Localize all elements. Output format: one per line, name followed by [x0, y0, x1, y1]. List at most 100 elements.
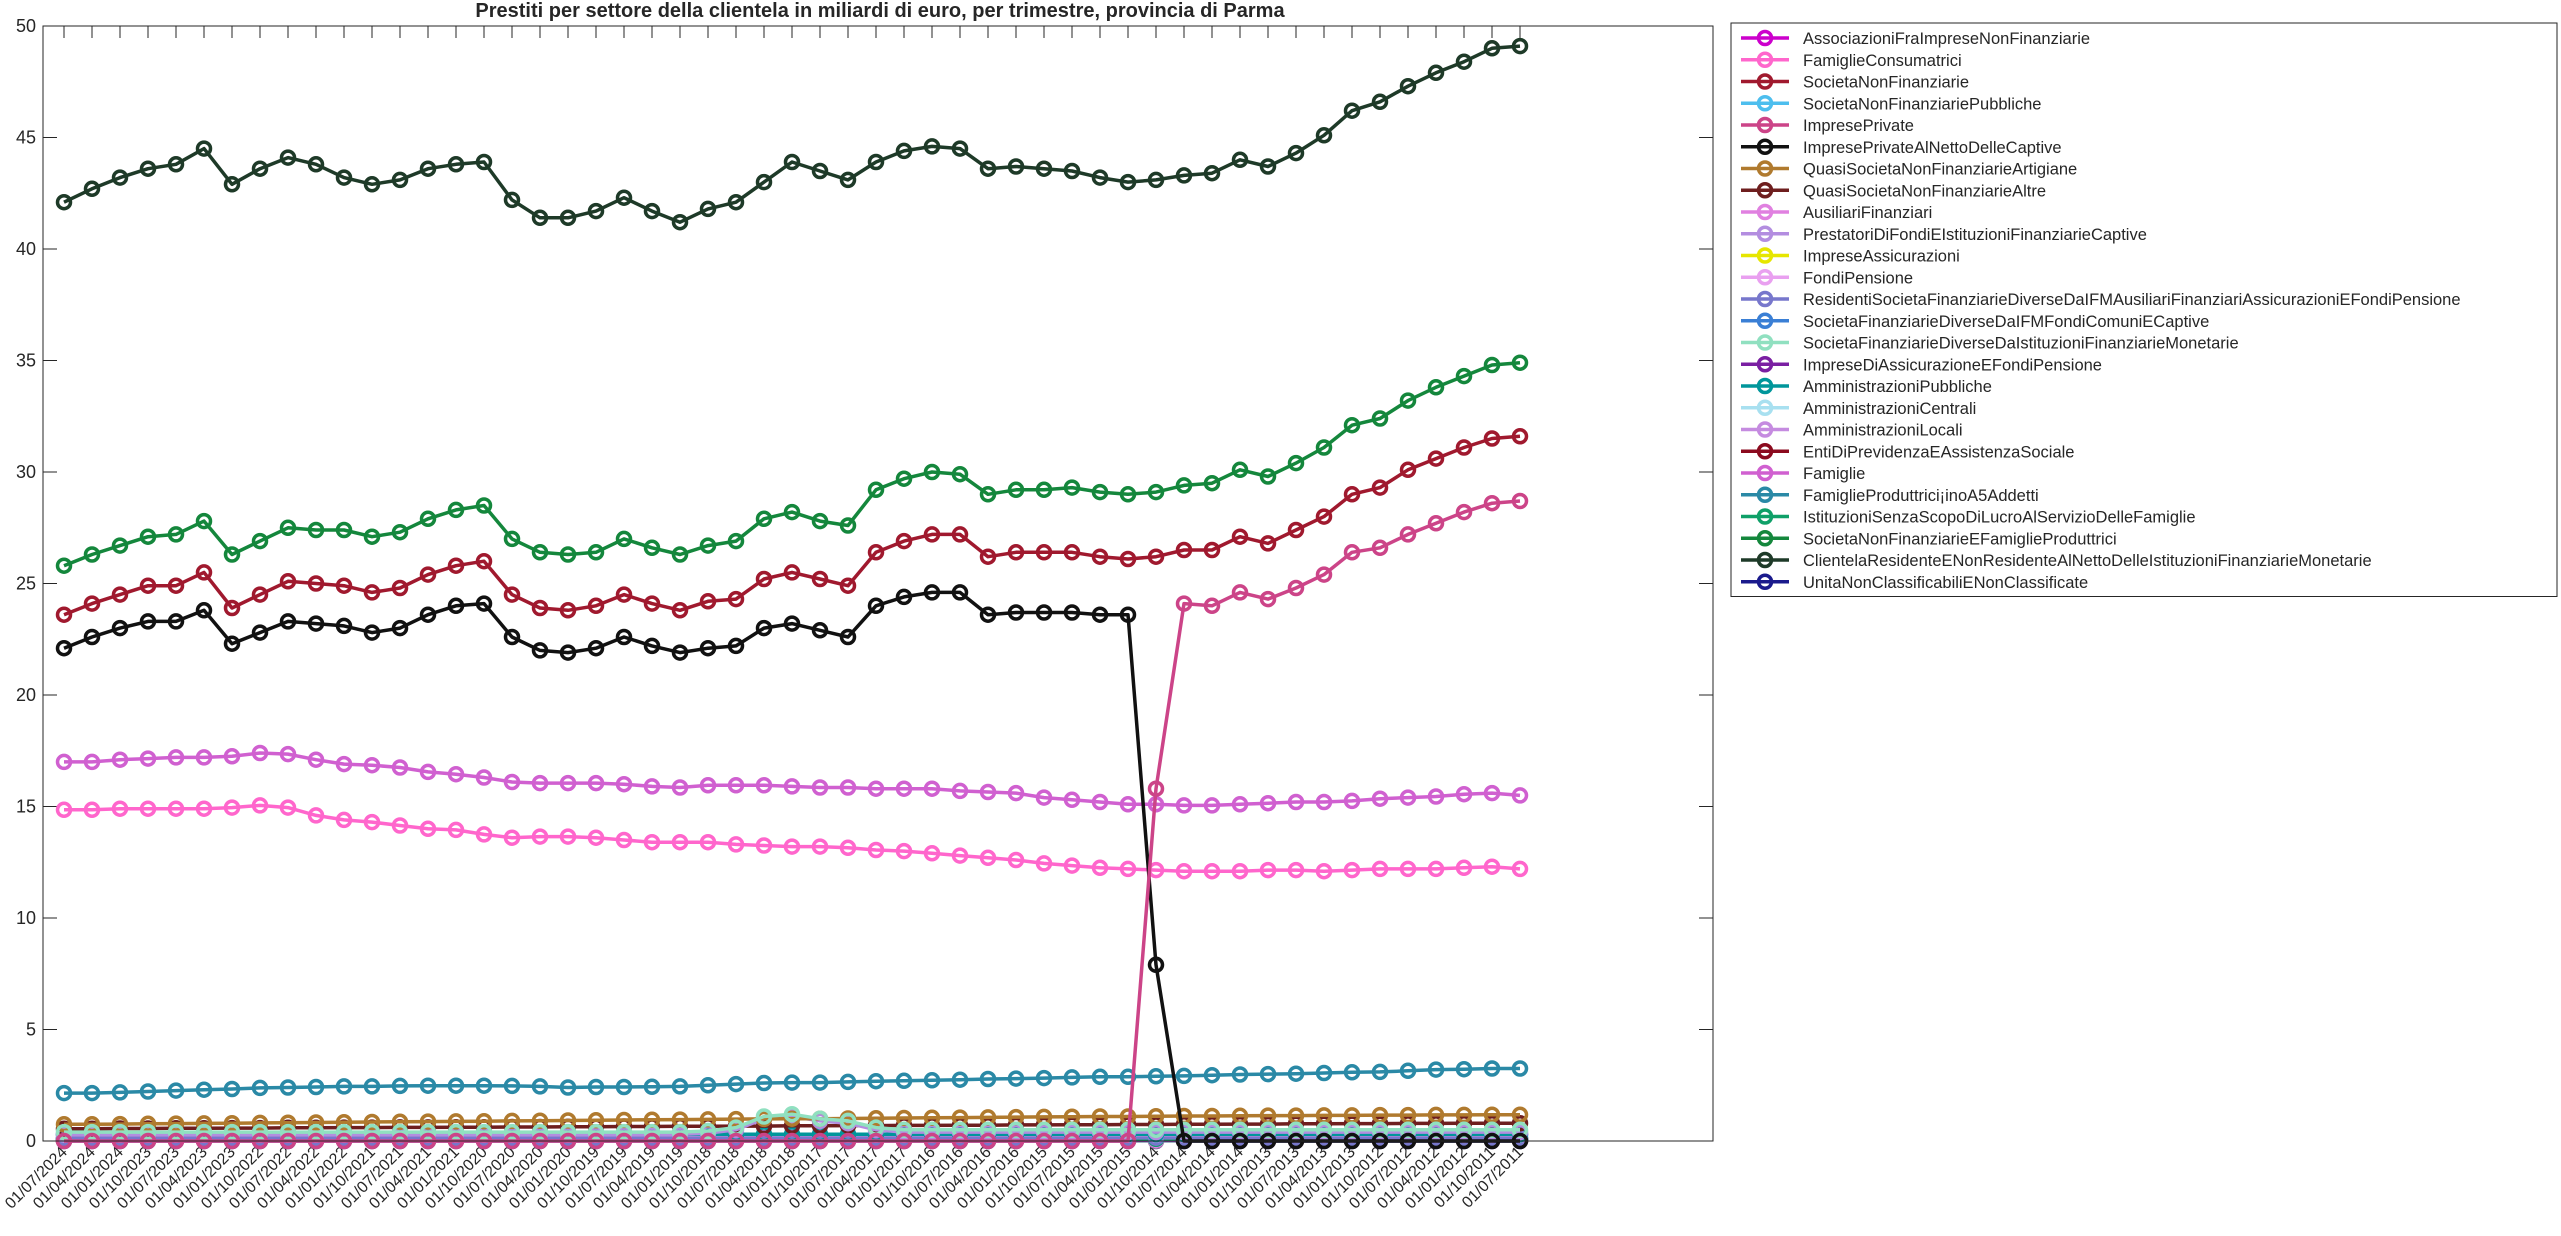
data-point — [223, 1080, 241, 1098]
data-point — [979, 606, 997, 623]
data-point — [1483, 784, 1501, 802]
legend-entry: FamiglieConsumatrici — [1741, 51, 1962, 70]
data-point — [783, 503, 801, 521]
data-point — [699, 639, 717, 657]
data-point — [279, 519, 297, 537]
data-point — [1007, 158, 1025, 175]
series-Famiglie — [55, 744, 1529, 814]
data-point — [1063, 1121, 1081, 1139]
data-point — [391, 1077, 409, 1095]
data-point — [1287, 579, 1305, 597]
data-point — [531, 828, 549, 845]
legend-marker-swatch — [1756, 551, 1774, 569]
data-point — [55, 557, 73, 574]
data-point — [1399, 860, 1417, 878]
data-point — [251, 624, 269, 641]
data-point — [811, 570, 829, 588]
data-point — [699, 593, 717, 610]
data-point — [895, 1072, 913, 1090]
data-point — [1119, 486, 1137, 503]
data-point — [1427, 64, 1445, 82]
legend-entry: UnitaNonClassificabiliENonClassificate — [1741, 573, 2088, 592]
data-point — [391, 759, 409, 776]
data-point — [447, 597, 465, 615]
legend-label: QuasiSocietaNonFinanziarieAltre — [1803, 182, 2046, 200]
data-point — [475, 1077, 493, 1094]
data-point — [1511, 428, 1529, 445]
data-point — [699, 777, 717, 794]
data-point — [503, 530, 521, 548]
series-line — [64, 1066, 1520, 1095]
data-point — [867, 780, 885, 797]
legend: AssociazioniFraImpreseNonFinanziarie Fami… — [1730, 22, 2558, 597]
legend-marker-swatch — [1756, 51, 1774, 68]
data-point — [755, 1108, 773, 1125]
data-point — [839, 517, 857, 534]
data-point — [979, 849, 997, 867]
data-point — [223, 546, 241, 563]
data-point — [419, 763, 437, 781]
data-point — [279, 745, 297, 763]
y-tick-label: 5 — [26, 1020, 36, 1040]
legend-entry: AmministrazioniCentrali — [1741, 399, 1976, 418]
data-point — [1287, 861, 1305, 879]
legend-marker-swatch — [1756, 421, 1774, 438]
data-point — [1035, 1121, 1053, 1139]
data-point — [139, 613, 157, 630]
data-point — [391, 619, 409, 637]
data-point — [951, 526, 969, 543]
data-point — [1511, 1121, 1529, 1139]
data-point — [307, 575, 325, 592]
legend-entry: SocietaNonFinanziarie — [1741, 73, 1969, 92]
data-point — [867, 153, 885, 171]
data-point — [83, 801, 101, 819]
data-point — [531, 1123, 549, 1141]
data-point — [951, 1071, 969, 1088]
data-point — [643, 1123, 661, 1141]
legend-label: AmministrazioniCentrali — [1803, 400, 1976, 418]
data-point — [251, 1079, 269, 1097]
data-point — [1203, 164, 1221, 182]
data-point — [1315, 127, 1333, 144]
data-point — [1483, 494, 1501, 512]
data-point — [139, 577, 157, 594]
data-point — [223, 1114, 241, 1132]
data-point — [335, 755, 353, 773]
data-point — [1511, 787, 1529, 804]
data-point — [1175, 595, 1193, 612]
data-point — [1147, 548, 1165, 565]
data-point — [1427, 1106, 1445, 1124]
legend-label: QuasiSocietaNonFinanziarieArtigiane — [1803, 161, 2077, 179]
legend-label: IstituzioniSenzaScopoDiLucroAlServizioDe… — [1803, 509, 2196, 527]
data-point — [1231, 151, 1249, 169]
legend-marker-swatch — [1756, 356, 1774, 373]
data-point — [391, 523, 409, 541]
legend-entry: FamiglieProduttrici¡inoA5Addetti — [1741, 486, 2039, 505]
data-point — [531, 209, 549, 227]
data-point — [83, 1123, 101, 1141]
data-point — [503, 191, 521, 209]
data-point — [167, 1115, 185, 1132]
data-point — [1315, 439, 1333, 456]
data-point — [195, 749, 213, 766]
data-point — [447, 1123, 465, 1141]
data-point — [1483, 858, 1501, 875]
data-point — [839, 1112, 857, 1130]
data-point — [559, 209, 577, 227]
data-point — [727, 637, 745, 655]
data-point — [307, 521, 325, 539]
data-point — [307, 1078, 325, 1096]
data-point — [83, 753, 101, 771]
data-point — [587, 597, 605, 615]
legend-label: ImpresePrivate — [1803, 117, 1914, 135]
data-point — [1511, 1060, 1529, 1077]
data-point — [1007, 604, 1025, 621]
data-point — [447, 501, 465, 519]
data-point — [83, 546, 101, 563]
data-point — [643, 637, 661, 655]
data-point — [503, 628, 521, 646]
legend-marker-swatch — [1756, 160, 1774, 177]
data-point — [587, 202, 605, 220]
data-point — [1007, 784, 1025, 802]
data-point — [447, 557, 465, 574]
